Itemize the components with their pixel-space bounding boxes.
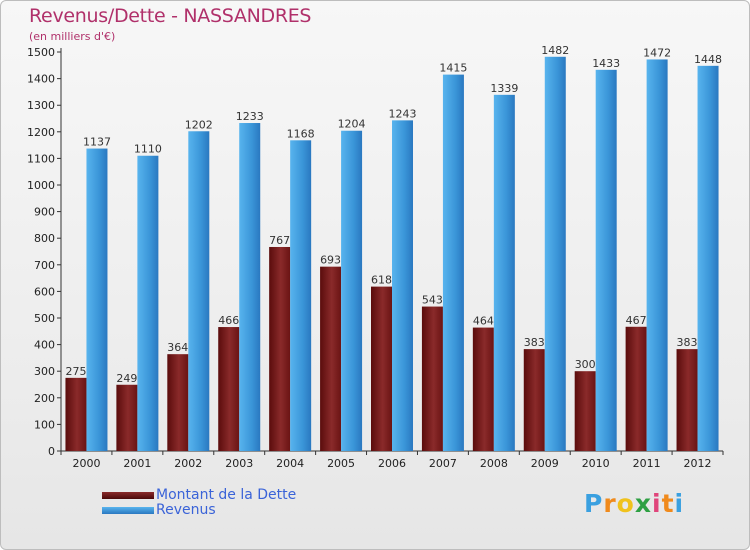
x-tick-label: 2008 (480, 457, 508, 470)
data-label-revenus: 1204 (338, 118, 366, 131)
y-tick-label: 0 (48, 445, 55, 458)
data-label-revenus: 1110 (134, 143, 162, 156)
x-tick-label: 2003 (225, 457, 253, 470)
bar-revenus (239, 123, 261, 451)
y-tick-label: 1400 (27, 73, 55, 86)
proxiti-logo: Proxiti (584, 489, 684, 518)
bar-dette (65, 377, 87, 451)
y-tick-label: 1300 (27, 99, 55, 112)
bar-revenus (86, 148, 108, 452)
legend-swatch-revenus (102, 507, 154, 514)
y-tick-label: 1100 (27, 152, 55, 165)
bar-dette (116, 384, 138, 451)
logo-letter: r (603, 489, 617, 518)
data-label-dette: 466 (218, 314, 239, 327)
data-label-revenus: 1448 (694, 53, 722, 66)
bar-revenus (544, 56, 566, 452)
data-label-dette: 767 (269, 234, 290, 247)
bar-revenus (392, 120, 413, 451)
bar-dette (472, 327, 494, 451)
y-tick-label: 900 (34, 206, 55, 219)
y-tick-label: 200 (34, 392, 55, 405)
data-label-revenus: 1482 (541, 44, 569, 57)
data-label-revenus: 1415 (439, 62, 467, 75)
bar-revenus (595, 69, 617, 452)
x-tick-label: 2012 (684, 457, 712, 470)
bar-dette (676, 349, 698, 451)
data-label-revenus: 1339 (490, 82, 518, 95)
logo-letter: x (634, 489, 652, 518)
x-tick-label: 2001 (123, 457, 151, 470)
y-tick-label: 800 (34, 232, 55, 245)
bar-dette (167, 354, 189, 451)
bar-revenus (341, 130, 363, 451)
x-tick-label: 2000 (72, 457, 100, 470)
data-label-revenus: 1168 (287, 127, 315, 140)
data-label-dette: 364 (167, 341, 188, 354)
data-label-dette: 467 (626, 314, 647, 327)
data-label-revenus: 1202 (185, 118, 213, 131)
logo-letter: i (652, 489, 662, 518)
bar-dette (421, 306, 443, 451)
bar-dette (523, 349, 545, 451)
bar-dette (625, 326, 647, 451)
x-tick-label: 2007 (429, 457, 457, 470)
x-tick-label: 2006 (378, 457, 406, 470)
x-tick-label: 2010 (582, 457, 610, 470)
data-label-revenus: 1243 (389, 107, 417, 120)
y-tick-label: 600 (34, 285, 55, 298)
bar-dette (574, 371, 596, 451)
data-label-revenus: 1137 (83, 136, 111, 149)
y-tick-label: 700 (34, 259, 55, 272)
data-label-dette: 275 (65, 365, 86, 378)
x-tick-label: 2004 (276, 457, 304, 470)
bar-revenus (442, 74, 464, 452)
y-tick-label: 1000 (27, 179, 55, 192)
logo-letter: t (661, 489, 675, 518)
x-tick-label: 2002 (174, 457, 202, 470)
data-label-dette: 300 (575, 358, 596, 371)
chart-title: Revenus/Dette - NASSANDRES (29, 5, 312, 27)
x-tick-label: 2011 (633, 457, 661, 470)
legend-label-dette: Montant de la Dette (156, 487, 297, 503)
bar-revenus (137, 155, 159, 452)
data-label-dette: 464 (473, 315, 494, 328)
y-tick-label: 500 (34, 312, 55, 325)
bar-dette (269, 246, 291, 451)
legend-swatch-dette (102, 492, 154, 499)
x-tick-label: 2005 (327, 457, 355, 470)
y-tick-label: 1500 (27, 46, 55, 59)
bar-dette (371, 286, 392, 451)
bar-dette (320, 266, 342, 451)
bar-revenus (188, 131, 210, 451)
data-label-dette: 693 (320, 254, 341, 267)
y-tick-label: 300 (34, 365, 55, 378)
logo-letter: o (616, 489, 635, 518)
x-tick-label: 2009 (531, 457, 559, 470)
data-label-revenus: 1233 (236, 110, 264, 123)
logo-letter: i (674, 489, 685, 518)
data-label-dette: 383 (677, 336, 698, 349)
data-label-dette: 383 (524, 336, 545, 349)
bar-revenus (290, 140, 312, 451)
bar-dette (218, 327, 240, 451)
chart-subtitle: (en milliers d'€) (29, 30, 116, 43)
data-label-dette: 618 (371, 274, 392, 287)
bar-revenus (646, 59, 668, 452)
y-tick-label: 100 (34, 418, 55, 431)
legend-label-revenus: Revenus (156, 502, 216, 518)
data-label-dette: 543 (422, 294, 443, 307)
logo-letter: P (584, 489, 604, 518)
data-label-revenus: 1472 (643, 46, 671, 59)
bar-revenus (493, 94, 515, 452)
y-tick-label: 400 (34, 339, 55, 352)
bar-revenus (697, 65, 719, 451)
data-label-revenus: 1433 (592, 57, 620, 70)
data-label-dette: 249 (116, 372, 137, 385)
y-tick-label: 1200 (27, 126, 55, 139)
